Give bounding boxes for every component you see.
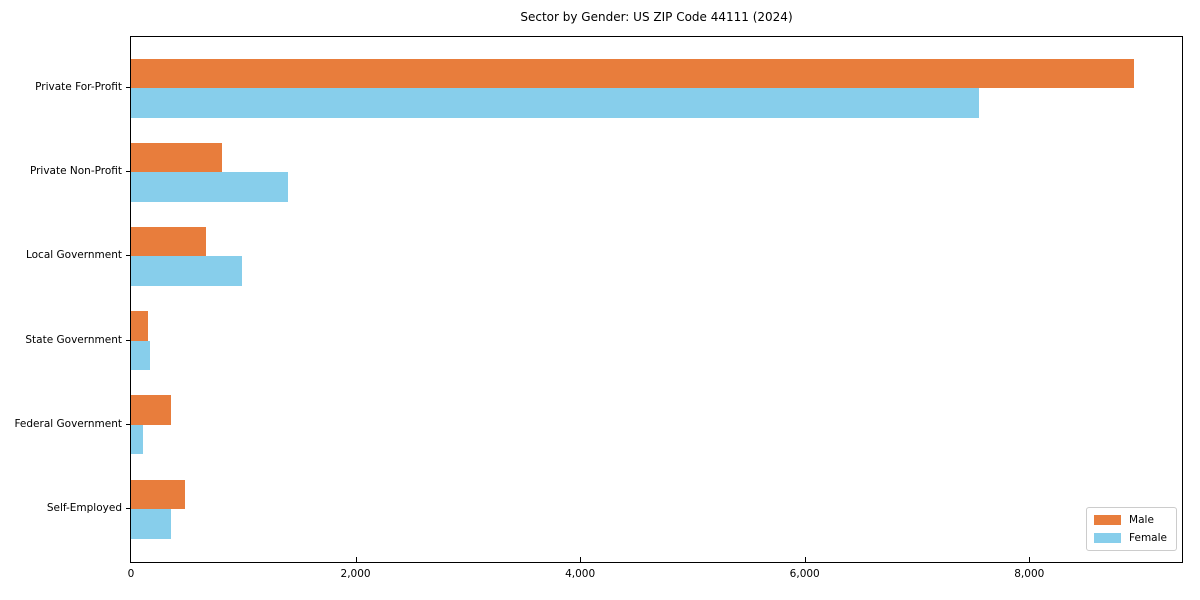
- y-tick-label-self-employed: Self-Employed: [46, 502, 122, 514]
- x-tick-label-4000: 4,000: [565, 568, 596, 580]
- chart-title: Sector by Gender: US ZIP Code 44111 (202…: [520, 10, 793, 24]
- bar-female-self-employed: [131, 509, 172, 539]
- legend-swatch-female: [1094, 533, 1122, 543]
- x-tick-label-2000: 2,000: [340, 568, 371, 580]
- bar-female-private-non-profit: [131, 172, 289, 202]
- x-tick-label-8000: 8,000: [1014, 568, 1045, 580]
- y-tick-mark: [126, 423, 130, 425]
- bar-male-self-employed: [131, 479, 185, 509]
- plot-area: Male Female: [130, 36, 1183, 563]
- bar-female-state-government: [131, 340, 151, 371]
- x-tick-label-6000: 6,000: [789, 568, 820, 580]
- y-tick-label-private-non-profit: Private Non-Profit: [29, 165, 122, 178]
- legend-item-male: Male: [1094, 514, 1167, 526]
- bar-male-local-government: [131, 226, 207, 257]
- legend-item-female: Female: [1094, 532, 1167, 544]
- legend: Male Female: [1086, 507, 1177, 551]
- y-tick-mark: [126, 255, 130, 257]
- legend-label-male: Male: [1129, 514, 1154, 526]
- bar-female-local-government: [131, 256, 242, 286]
- bar-male-private-for-profit: [131, 58, 1134, 88]
- bar-male-private-non-profit: [131, 142, 222, 173]
- bar-male-state-government: [131, 311, 149, 341]
- y-tick-label-local-government: Local Government: [25, 249, 122, 262]
- x-tick-mark: [580, 557, 582, 562]
- x-tick-mark: [804, 557, 806, 562]
- bar-female-private-for-profit: [131, 88, 979, 118]
- y-tick-mark: [126, 508, 130, 509]
- x-tick-label-0: 0: [127, 568, 135, 580]
- bar-male-federal-government: [131, 395, 171, 425]
- bar-female-federal-government: [131, 424, 144, 455]
- y-tick-label-federal-government: Federal Government: [14, 417, 122, 430]
- x-tick-mark: [355, 557, 357, 562]
- y-tick-label-state-government: State Government: [25, 333, 122, 346]
- y-tick-mark: [126, 87, 130, 88]
- y-tick-mark: [126, 171, 130, 173]
- legend-swatch-male: [1094, 515, 1122, 525]
- y-tick-label-private-for-profit: Private For-Profit: [35, 81, 122, 93]
- legend-label-female: Female: [1129, 532, 1167, 544]
- y-tick-mark: [126, 339, 130, 341]
- x-tick-mark: [1029, 557, 1031, 562]
